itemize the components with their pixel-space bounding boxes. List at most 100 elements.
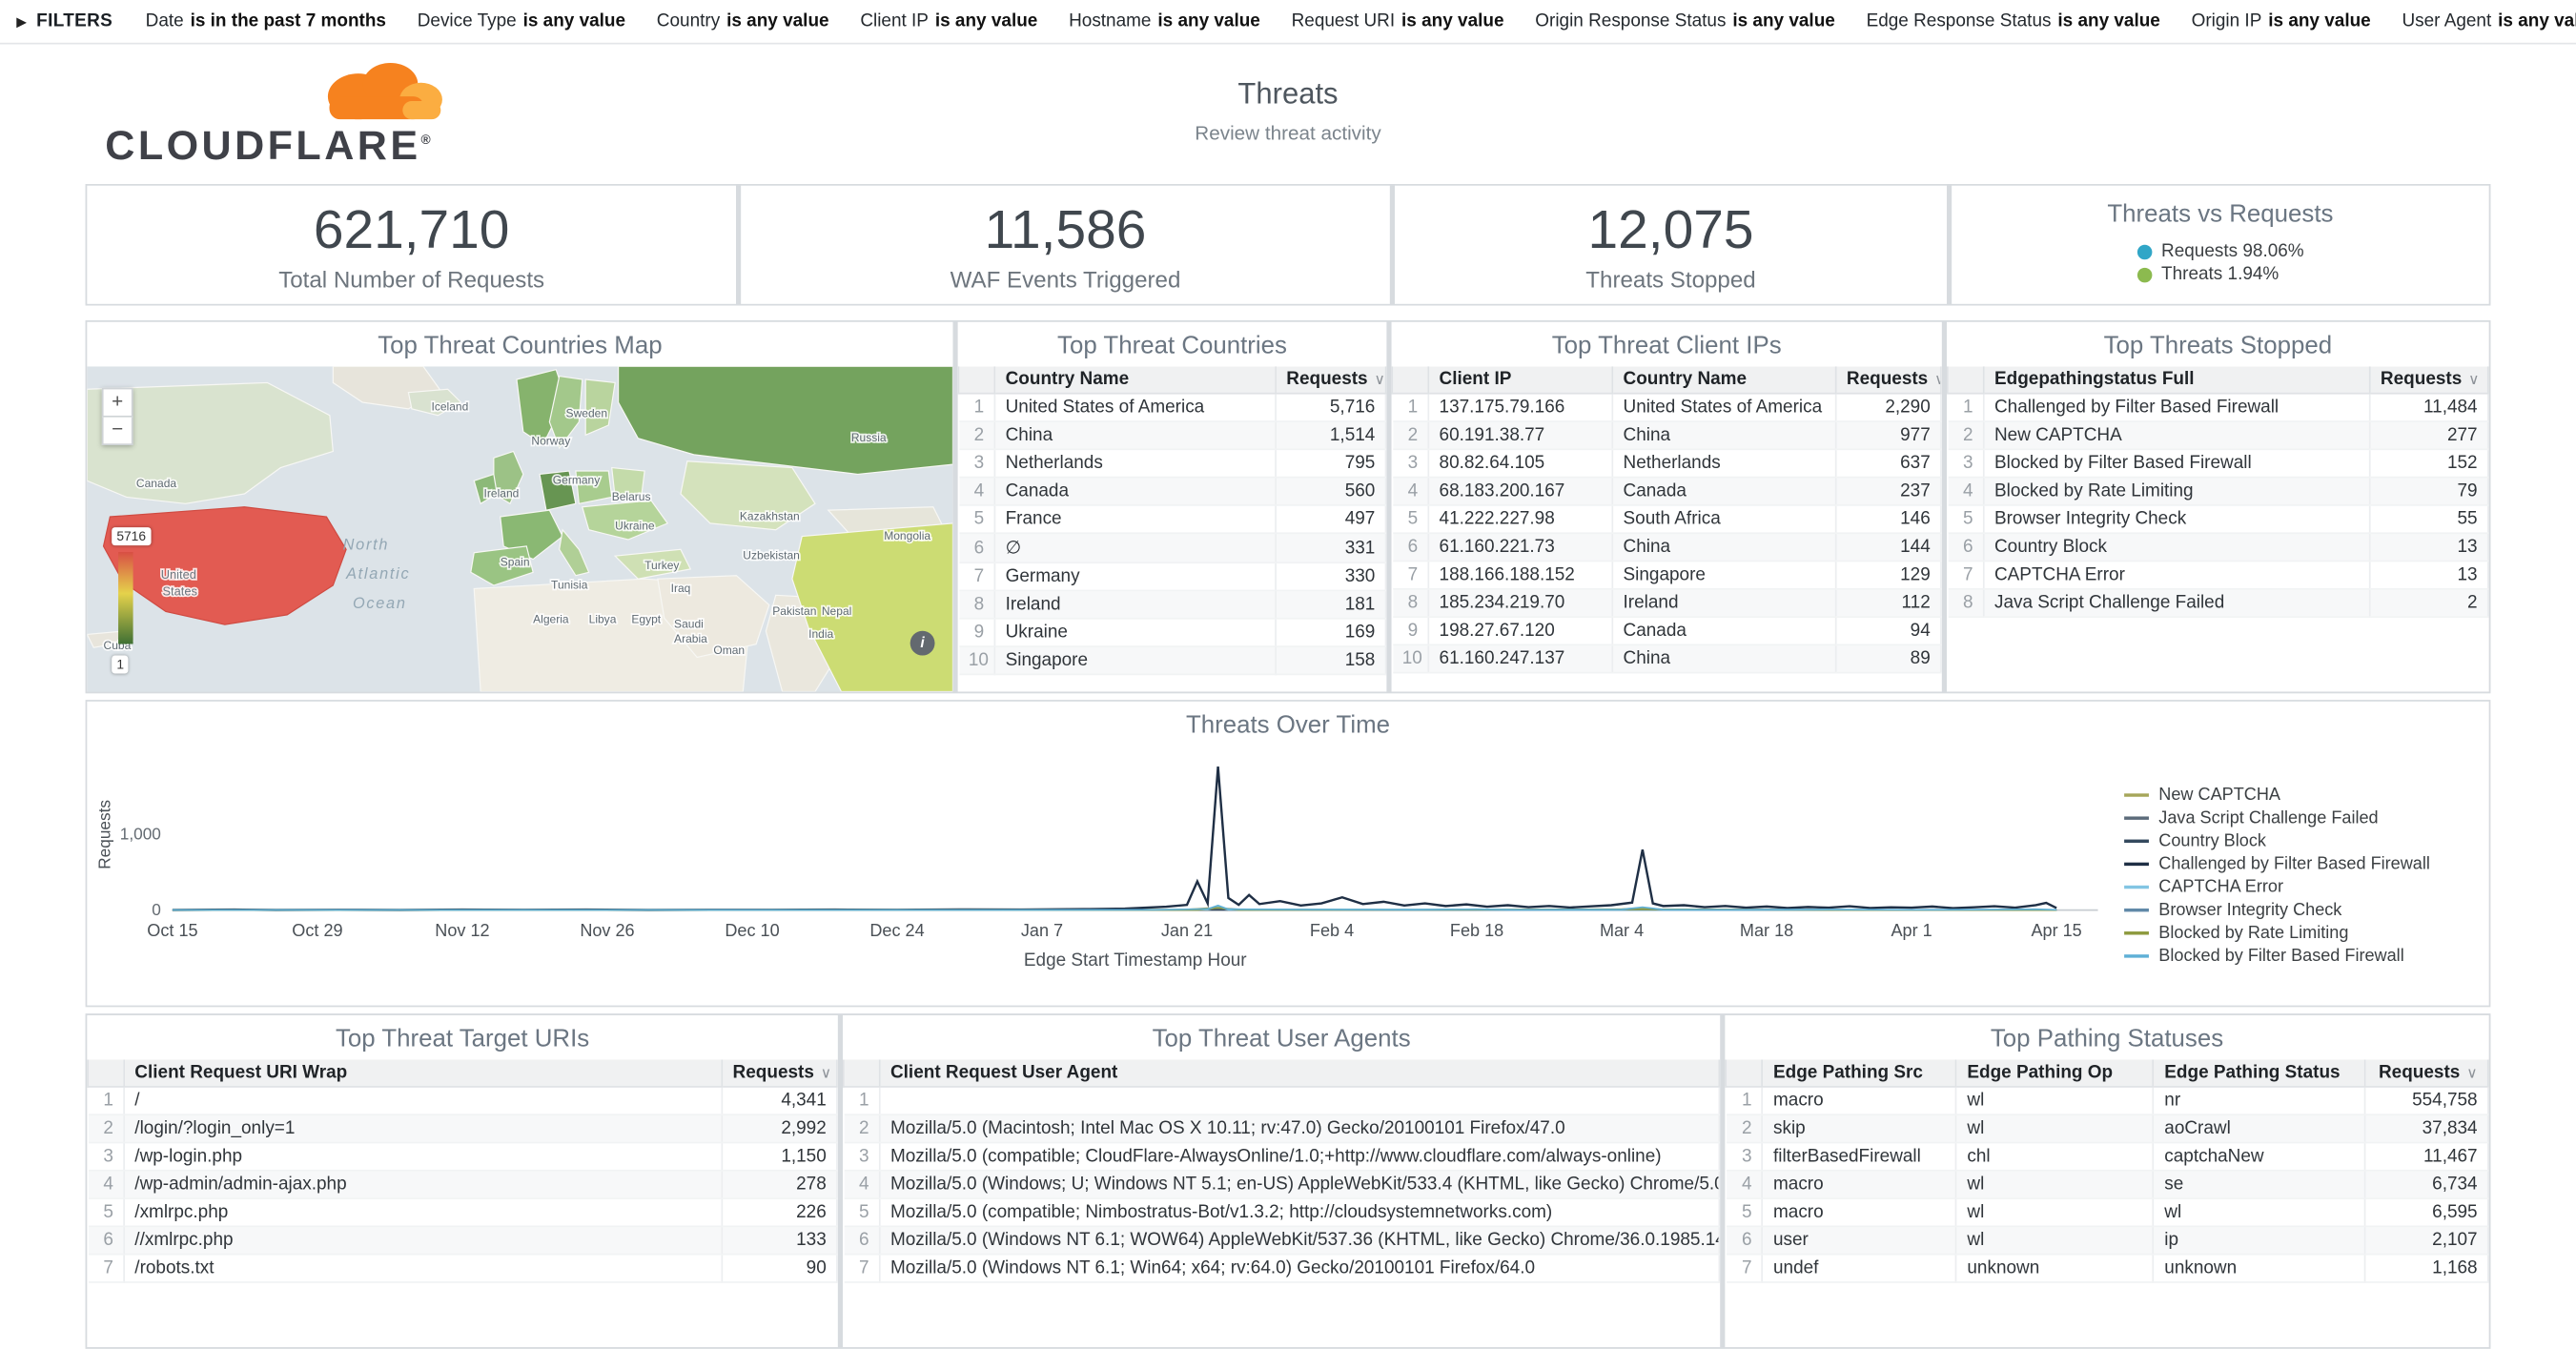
filters-expand-icon[interactable]: ▶ [16,14,27,30]
row-number: 6 [1392,533,1428,561]
column-header[interactable]: Edgepathingstatus Full [1984,366,2370,393]
table-cell: 11,484 [2370,394,2488,421]
map-label: Germany [553,474,600,487]
table-cell: South Africa [1612,505,1835,533]
column-header[interactable]: Requests∨ [2364,1059,2488,1086]
kpi-waf-events: 11,586 WAF Events Triggered [741,186,1390,304]
column-header[interactable]: Requests∨ [722,1059,837,1086]
legend-item[interactable]: Blocked by Filter Based Firewall [2124,947,2476,967]
column-header[interactable]: Edge Pathing Status [2154,1059,2364,1086]
sort-icon[interactable]: ∨ [1375,371,1385,387]
legend-dot-icon [2136,267,2152,282]
column-header[interactable]: Edge Pathing Src [1763,1059,1956,1086]
row-number: 4 [958,478,994,505]
legend-label: Challenged by Filter Based Firewall [2158,854,2430,874]
table-row: 6∅331 [958,533,1385,562]
legend-item[interactable]: Browser Integrity Check [2124,900,2476,920]
row-number: 5 [1726,1198,1763,1226]
table-cell: 2,992 [722,1114,837,1142]
table-cell: 554,758 [2364,1087,2488,1114]
table-cell: macro [1763,1171,1956,1198]
zoom-in-button[interactable]: + [102,388,133,418]
column-header[interactable]: Country Name [1612,366,1835,393]
legend-item[interactable]: Challenged by Filter Based Firewall [2124,854,2476,874]
table-cell: Mozilla/5.0 (Macintosh; Intel Mac OS X 1… [880,1114,1720,1142]
zoom-out-button[interactable]: − [102,418,133,445]
table-cell: Mozilla/5.0 (compatible; Nimbostratus-Bo… [880,1198,1720,1226]
table-cell: 90 [722,1255,837,1282]
column-header[interactable]: Client IP [1428,366,1612,393]
row-number: 8 [958,590,994,618]
legend-item[interactable]: Requests 98.06% [2136,241,2303,261]
table-cell: wl [1956,1198,2154,1226]
map-label: Russia [851,431,887,444]
info-icon[interactable]: i [910,631,935,656]
legend-item[interactable]: Java Script Challenge Failed [2124,808,2476,828]
table-cell: 129 [1836,561,1941,588]
panel-title: Top Threat User Agents [843,1015,1720,1060]
row-number: 10 [958,646,994,674]
legend-item[interactable]: Threats 1.94% [2136,264,2303,284]
column-header[interactable]: Client Request URI Wrap [124,1059,722,1086]
sort-icon[interactable]: ∨ [821,1065,831,1081]
column-header[interactable]: Country Name [994,366,1276,393]
row-number: 1 [1726,1087,1763,1114]
row-number: 1 [1392,394,1428,421]
legend-label: New CAPTCHA [2158,786,2280,806]
kpi-label: Total Number of Requests [278,265,544,292]
panel-title: Top Threat Countries Map [87,322,952,367]
legend-line-icon [2124,816,2149,819]
map-label: Pakistan [772,604,816,618]
sort-icon[interactable]: ∨ [2466,1065,2477,1081]
x-tick-label: Jan 7 [1021,921,1063,940]
legend-line-icon [2124,886,2149,889]
legend-item[interactable]: New CAPTCHA [2124,786,2476,806]
x-tick-label: Mar 18 [1740,921,1793,940]
table-cell: aoCrawl [2154,1114,2364,1142]
legend-label: Blocked by Rate Limiting [2158,923,2348,943]
row-number: 5 [88,1198,124,1226]
sort-icon[interactable]: ∨ [1934,371,1941,387]
legend-item[interactable]: Blocked by Rate Limiting [2124,923,2476,943]
row-number: 6 [1948,533,1984,561]
sort-icon[interactable]: ∨ [2468,371,2479,387]
table-cell: wl [1956,1087,2154,1114]
column-header[interactable]: Edge Pathing Op [1956,1059,2154,1086]
table-cell: 61.160.221.73 [1428,533,1612,561]
map-label: Uzbekistan [743,549,800,562]
panel-top-threat-user-agents: Top Threat User Agents Client Request Us… [843,1015,1720,1347]
column-header[interactable]: Client Request User Agent [880,1059,1720,1086]
legend-item[interactable]: Country Block [2124,831,2476,851]
table-cell: wl [1956,1226,2154,1254]
table-cell: 2,107 [2364,1226,2488,1254]
column-header[interactable]: Requests∨ [1836,366,1941,393]
page-subtitle: Review threat activity [0,122,2576,145]
row-number: 2 [1948,421,1984,449]
column-header[interactable]: Requests∨ [1276,366,1385,393]
panel-title: Top Threat Client IPs [1392,322,1942,367]
column-header[interactable]: Requests∨ [2370,366,2488,393]
legend-item[interactable]: CAPTCHA Error [2124,877,2476,897]
legend-label: CAPTCHA Error [2158,877,2283,897]
